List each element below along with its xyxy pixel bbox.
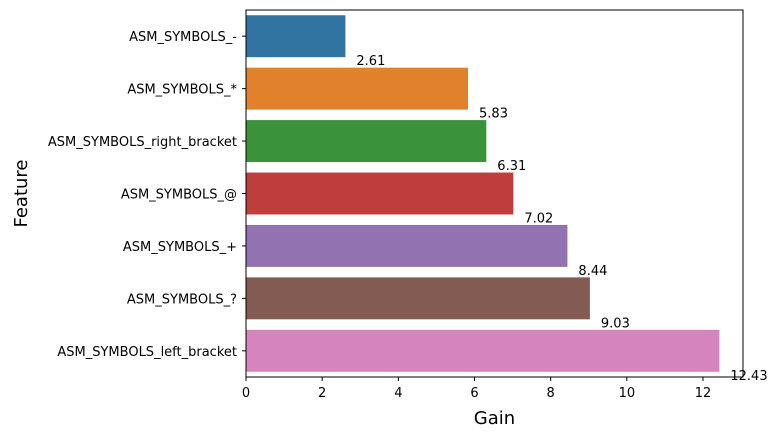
- bar-value-label: 7.02: [524, 211, 553, 226]
- bar: [246, 277, 590, 320]
- bar: [246, 15, 346, 58]
- bar-value-label: 6.31: [497, 159, 526, 174]
- bar-value-label: 2.61: [356, 54, 385, 69]
- bar-value-label: 5.83: [479, 107, 508, 122]
- y-tick-label: ASM_SYMBOLS_?: [127, 292, 237, 307]
- bar: [246, 329, 720, 372]
- y-tick-label: ASM_SYMBOLS_-: [129, 30, 237, 45]
- x-tick-label: 6: [470, 386, 478, 401]
- x-tick-label: 0: [242, 386, 250, 401]
- x-axis-title: Gain: [474, 408, 515, 429]
- x-tick-label: 4: [394, 386, 402, 401]
- y-tick-label: ASM_SYMBOLS_*: [127, 83, 237, 98]
- y-axis-ticks: ASM_SYMBOLS_- ASM_SYMBOLS_* ASM_SYMBOLS_ri…: [48, 30, 246, 360]
- y-tick-label: ASM_SYMBOLS_right_bracket: [48, 135, 237, 150]
- bar: [246, 224, 568, 267]
- x-tick-label: 10: [619, 386, 636, 401]
- y-tick-label: ASM_SYMBOLS_left_bracket: [57, 345, 237, 360]
- bars-layer: [246, 15, 720, 372]
- bar-value-label: 12.43: [730, 369, 767, 384]
- y-tick-label: ASM_SYMBOLS_+: [123, 240, 237, 255]
- x-tick-label: 8: [547, 386, 555, 401]
- value-labels-layer: 2.61 5.83 6.31 7.02 8.44 9.03 12.43: [356, 54, 767, 384]
- bar: [246, 172, 514, 215]
- bar: [246, 67, 469, 110]
- y-axis-title: Feature: [11, 159, 32, 227]
- x-tick-label: 12: [695, 386, 712, 401]
- plot-area-frame: [245, 9, 744, 378]
- bar-value-label: 8.44: [578, 264, 607, 279]
- bar-value-label: 9.03: [601, 316, 630, 331]
- y-tick-label: ASM_SYMBOLS_@: [121, 188, 237, 203]
- x-tick-label: 2: [318, 386, 326, 401]
- x-axis-ticks: 0 2 4 6 8 10 12: [242, 377, 711, 401]
- bar: [246, 120, 487, 163]
